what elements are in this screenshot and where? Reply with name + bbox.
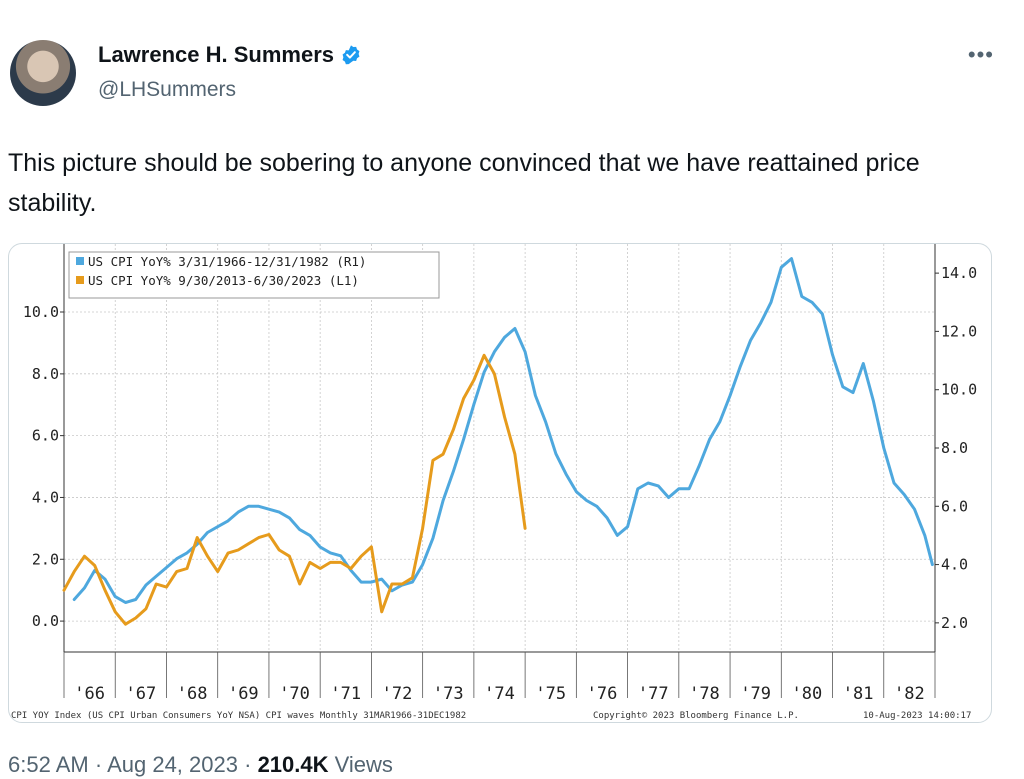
- legend-label: US CPI YoY% 3/31/1966-12/31/1982 (R1): [88, 254, 366, 269]
- x-tick-label: '71: [330, 684, 361, 704]
- series-line-2013-2023: [62, 353, 527, 626]
- chart-footer-date: 10-Aug-2023 14:00:17: [863, 711, 971, 721]
- tweet-date[interactable]: Aug 24, 2023: [107, 752, 238, 777]
- x-tick-label: '69: [228, 684, 259, 704]
- right-tick-label: 2.0: [941, 614, 968, 632]
- chart-footer-copyright: Copyright© 2023 Bloomberg Finance L.P.: [593, 711, 799, 721]
- author-handle[interactable]: @LHSummers: [98, 78, 237, 101]
- author-row: Lawrence H. Summers: [98, 42, 362, 68]
- cpi-chart: US CPI YoY% 3/31/1966-12/31/1982 (R1) US …: [11, 244, 977, 721]
- right-tick-label: 8.0: [941, 439, 968, 457]
- chart-gridlines: [63, 244, 936, 652]
- x-tick-label: '76: [587, 684, 618, 704]
- chart-labels: '66 '67 '68 '69 '70 '71 '72 '73 '74 '75 '76 '77 '78 '…: [11, 264, 977, 721]
- more-horizontal-icon[interactable]: •••: [967, 42, 994, 67]
- legend-swatch: [76, 257, 84, 265]
- tweet-media-chart[interactable]: US CPI YoY% 3/31/1966-12/31/1982 (R1) US …: [8, 243, 992, 723]
- right-tick-label: 6.0: [941, 497, 968, 515]
- x-tick-label: '75: [535, 684, 566, 704]
- author-name[interactable]: Lawrence H. Summers: [98, 42, 334, 67]
- x-tick-label: '79: [740, 684, 771, 704]
- x-tick-label: '74: [484, 684, 515, 704]
- x-tick-label: '81: [843, 684, 874, 704]
- x-tick-label: '77: [638, 684, 669, 704]
- verified-badge-icon: [342, 45, 360, 65]
- x-tick-label: '78: [689, 684, 720, 704]
- legend-swatch: [76, 276, 84, 284]
- left-tick-label: 2.0: [32, 550, 59, 568]
- x-tick-label: '70: [279, 684, 310, 704]
- tweet-time[interactable]: 6:52 AM: [8, 752, 89, 777]
- x-tick-label: '67: [125, 684, 156, 704]
- left-tick-label: 8.0: [32, 365, 59, 383]
- left-tick-label: 0.0: [32, 612, 59, 630]
- chart-series: [62, 257, 934, 626]
- legend-box: [68, 251, 440, 299]
- chart-axes: [60, 244, 939, 698]
- right-tick-label: 4.0: [941, 556, 968, 574]
- x-tick-label: '68: [177, 684, 208, 704]
- right-tick-label: 10.0: [941, 381, 977, 399]
- left-tick-label: 4.0: [32, 488, 59, 506]
- series-line-1966-1982: [72, 257, 934, 604]
- chart-legend: US CPI YoY% 3/31/1966-12/31/1982 (R1) US …: [68, 251, 440, 299]
- chart-footer-left: CPI YOY Index (US CPI Urban Consumers Yo…: [11, 711, 466, 721]
- avatar[interactable]: [10, 40, 76, 106]
- tweet-text: This picture should be sobering to anyon…: [8, 149, 920, 217]
- left-tick-label: 10.0: [23, 303, 59, 321]
- x-tick-label: '66: [74, 684, 105, 704]
- x-tick-label: '72: [382, 684, 413, 704]
- views-label: Views: [334, 752, 393, 777]
- left-tick-label: 6.0: [32, 427, 59, 445]
- legend-label: US CPI YoY% 9/30/2013-6/30/2023 (L1): [88, 273, 359, 288]
- views-count[interactable]: 210.4K: [257, 752, 329, 777]
- right-tick-label: 14.0: [941, 264, 977, 282]
- tweet-footer: 6:52 AM · Aug 24, 2023 · 210.4K Views: [8, 752, 393, 778]
- x-tick-label: '82: [894, 684, 925, 704]
- separator: ·: [94, 752, 103, 777]
- right-tick-label: 12.0: [941, 322, 977, 340]
- x-tick-label: '80: [792, 684, 823, 704]
- x-tick-label: '73: [433, 684, 464, 704]
- separator: ·: [244, 752, 252, 777]
